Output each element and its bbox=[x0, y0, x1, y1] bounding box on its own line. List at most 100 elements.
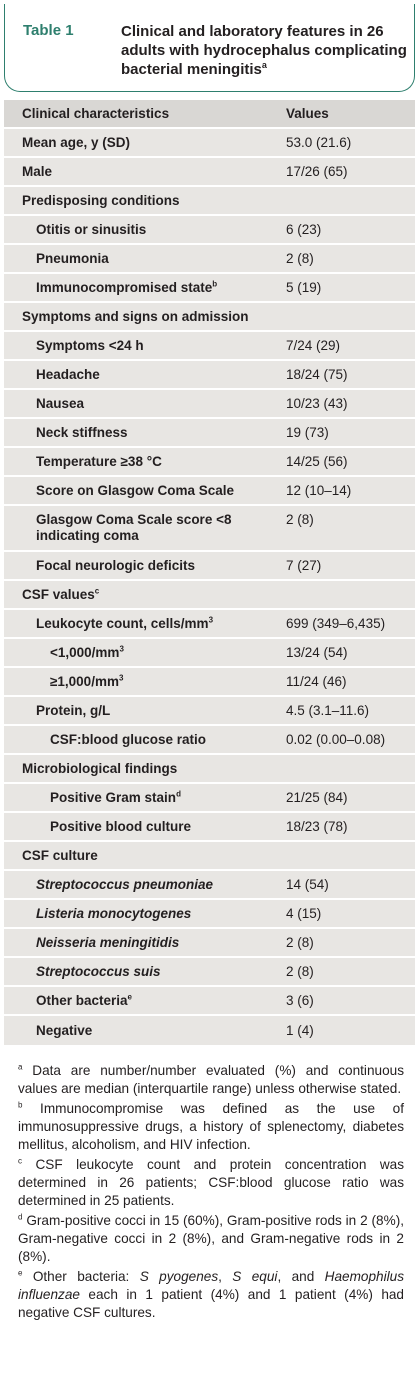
footnote-mark: e bbox=[127, 992, 132, 1002]
row-label: Leukocyte count, cells/mm3 bbox=[36, 615, 214, 631]
table-row: Negative 1 (4) bbox=[4, 1016, 415, 1045]
row-label: CSF:blood glucose ratio bbox=[50, 732, 207, 747]
footnote-mark: c bbox=[94, 586, 100, 596]
row-label: Pneumonia bbox=[36, 251, 109, 266]
table-title-box: Table 1 Clinical and laboratory features… bbox=[4, 4, 415, 92]
row-value: 2 (8) bbox=[286, 964, 314, 979]
superscript: 3 bbox=[208, 615, 214, 625]
footnote-e: e Other bacteria: S pyogenes, S equi, an… bbox=[18, 1268, 404, 1320]
row-value: 2 (8) bbox=[286, 251, 314, 266]
row-label: <1,000/mm3 bbox=[50, 644, 124, 660]
table-row: CSF:blood glucose ratio 0.02 (0.00–0.08) bbox=[4, 726, 415, 755]
table-label: Table 1 bbox=[23, 22, 74, 39]
table-row: Focal neurologic deficits 7 (27) bbox=[4, 552, 415, 581]
row-value: 18/23 (78) bbox=[286, 819, 348, 834]
table-row: Pneumonia 2 (8) bbox=[4, 245, 415, 274]
row-label: Protein, g/L bbox=[36, 703, 111, 718]
row-value: 19 (73) bbox=[286, 425, 329, 440]
row-value: 13/24 (54) bbox=[286, 645, 348, 660]
row-value: 18/24 (75) bbox=[286, 367, 348, 382]
table-row: Neck stiffness 19 (73) bbox=[4, 419, 415, 448]
row-label: Otitis or sinusitis bbox=[36, 222, 147, 237]
row-label: Streptococcus suis bbox=[36, 964, 161, 979]
row-label: Symptoms <24 h bbox=[36, 338, 144, 353]
table-row: Male 17/26 (65) bbox=[4, 158, 415, 187]
superscript: 3 bbox=[118, 673, 124, 683]
table-row: Leukocyte count, cells/mm3 699 (349–6,43… bbox=[4, 610, 415, 639]
section-label: Symptoms and signs on admission bbox=[22, 309, 249, 324]
row-value: 7/24 (29) bbox=[286, 338, 341, 353]
row-label: Other bacteriae bbox=[36, 992, 132, 1008]
row-label: Glasgow Coma Scale score <8 indicating c… bbox=[36, 512, 232, 543]
row-value: 5 (19) bbox=[286, 280, 322, 295]
section-row: Symptoms and signs on admission bbox=[4, 303, 415, 332]
table-row: Glasgow Coma Scale score <8 indicating c… bbox=[4, 506, 415, 552]
footnote-mark: e bbox=[18, 1268, 23, 1278]
table-header-row: Clinical characteristics Values bbox=[4, 100, 415, 129]
row-value: 1 (4) bbox=[286, 1023, 314, 1038]
column-header-characteristics: Clinical characteristics bbox=[22, 106, 170, 121]
table-row: Otitis or sinusitis 6 (23) bbox=[4, 216, 415, 245]
table-row: Streptococcus suis 2 (8) bbox=[4, 958, 415, 987]
row-label: Male bbox=[22, 164, 53, 179]
table-row: Protein, g/L 4.5 (3.1–11.6) bbox=[4, 697, 415, 726]
section-label: CSF culture bbox=[22, 848, 98, 863]
table-row: ≥1,000/mm3 11/24 (46) bbox=[4, 668, 415, 697]
row-value: 11/24 (46) bbox=[286, 674, 347, 689]
row-value: 4.5 (3.1–11.6) bbox=[286, 703, 370, 718]
row-label: ≥1,000/mm3 bbox=[50, 673, 124, 689]
row-label: Negative bbox=[36, 1023, 93, 1038]
row-label: Immunocompromised stateb bbox=[36, 279, 218, 295]
section-label: Microbiological findings bbox=[22, 761, 178, 776]
row-value: 4 (15) bbox=[286, 906, 322, 921]
footnote-mark: d bbox=[176, 789, 181, 799]
table-title: Clinical and laboratory features in 26 a… bbox=[121, 23, 407, 78]
table-row: Nausea 10/23 (43) bbox=[4, 390, 415, 419]
table-row: Immunocompromised stateb 5 (19) bbox=[4, 274, 415, 303]
table-row: Score on Glasgow Coma Scale 12 (10–14) bbox=[4, 477, 415, 506]
row-label: Neck stiffness bbox=[36, 425, 128, 440]
row-value: 2 (8) bbox=[286, 512, 314, 527]
row-label: Temperature ≥38 °C bbox=[36, 454, 162, 469]
table-footnotes: a Data are number/number evaluated (%) a… bbox=[18, 1062, 404, 1324]
section-row: Predisposing conditions bbox=[4, 187, 415, 216]
row-value: 699 (349–6,435) bbox=[286, 616, 386, 631]
row-label: Focal neurologic deficits bbox=[36, 558, 196, 573]
row-value: 3 (6) bbox=[286, 993, 314, 1008]
table-row: Mean age, y (SD) 53.0 (21.6) bbox=[4, 129, 415, 158]
row-value: 17/26 (65) bbox=[286, 164, 348, 179]
footnote-mark: a bbox=[18, 1062, 23, 1072]
row-label: Mean age, y (SD) bbox=[22, 135, 131, 150]
footnote-mark: d bbox=[18, 1212, 23, 1222]
row-label: Streptococcus pneumoniae bbox=[36, 877, 214, 892]
row-value: 10/23 (43) bbox=[286, 396, 348, 411]
table-row: Other bacteriae 3 (6) bbox=[4, 987, 415, 1016]
row-label: Listeria monocytogenes bbox=[36, 906, 192, 921]
section-row: CSF valuesc bbox=[4, 581, 415, 610]
row-value: 0.02 (0.00–0.08) bbox=[286, 732, 386, 747]
footnote-a: a Data are number/number evaluated (%) a… bbox=[18, 1062, 404, 1096]
footnote-c: c CSF leukocyte count and protein concen… bbox=[18, 1156, 404, 1208]
row-value: 6 (23) bbox=[286, 222, 322, 237]
features-table: Clinical characteristics Values Mean age… bbox=[4, 100, 415, 1045]
table-row: Headache 18/24 (75) bbox=[4, 361, 415, 390]
row-value: 2 (8) bbox=[286, 935, 314, 950]
row-label: Score on Glasgow Coma Scale bbox=[36, 483, 235, 498]
footnote-mark: c bbox=[18, 1156, 22, 1166]
table-row: Symptoms <24 h 7/24 (29) bbox=[4, 332, 415, 361]
row-label: Neisseria meningitidis bbox=[36, 935, 180, 950]
section-row: CSF culture bbox=[4, 842, 415, 871]
footnote-mark: b bbox=[212, 279, 218, 289]
table-row: Temperature ≥38 °C 14/25 (56) bbox=[4, 448, 415, 477]
section-label: CSF valuesc bbox=[22, 586, 100, 602]
row-label: Nausea bbox=[36, 396, 85, 411]
row-value: 21/25 (84) bbox=[286, 790, 348, 805]
section-row: Microbiological findings bbox=[4, 755, 415, 784]
footnote-b: b Immunocompromise was defined as the us… bbox=[18, 1100, 404, 1152]
table-row: Neisseria meningitidis 2 (8) bbox=[4, 929, 415, 958]
superscript: 3 bbox=[119, 644, 124, 654]
row-value: 12 (10–14) bbox=[286, 483, 352, 498]
row-value: 14 (54) bbox=[286, 877, 329, 892]
title-footnote-mark: a bbox=[261, 60, 267, 70]
row-label: Positive Gram staind bbox=[50, 789, 181, 805]
